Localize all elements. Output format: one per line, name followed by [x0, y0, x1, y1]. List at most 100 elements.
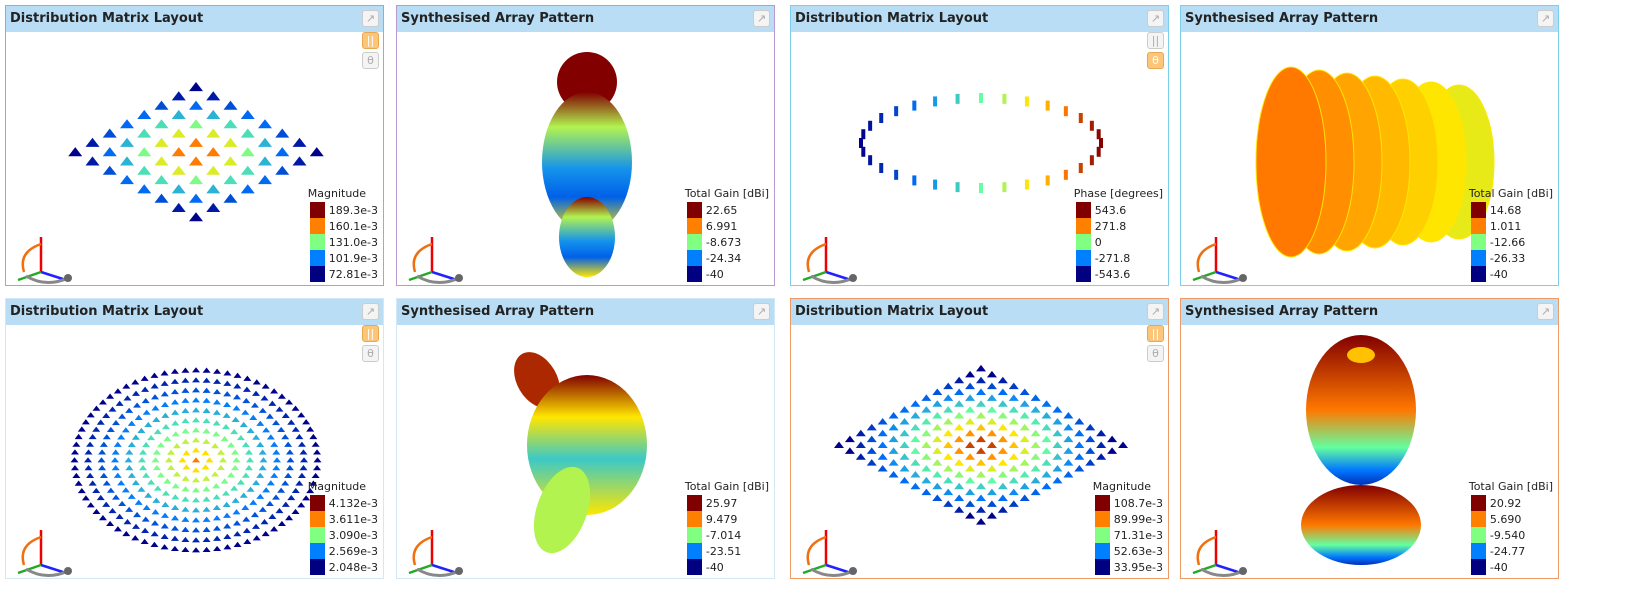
3d-viewport[interactable]: [397, 32, 775, 286]
radiation-pattern-3d[interactable]: [542, 52, 632, 277]
array-element: [1052, 429, 1063, 437]
legend-swatch: [309, 495, 325, 511]
array-element: [118, 500, 127, 507]
array-element: [954, 447, 965, 454]
legend-swatch: [309, 266, 325, 282]
array-element: [277, 520, 286, 527]
array-element: [933, 179, 938, 190]
array-element: [192, 467, 200, 473]
legend-title: Magnitude: [1092, 480, 1152, 493]
color-legend: Magnitude 189.3e-3 160.1e-3 131.0e-3 101.9e-…: [308, 187, 378, 282]
popout-button[interactable]: ↗: [362, 10, 379, 27]
array-element: [272, 419, 281, 426]
array-element: [211, 443, 220, 449]
phase-mode-button[interactable]: θ: [1147, 52, 1164, 69]
array-element: [202, 546, 211, 553]
popout-button[interactable]: ↗: [1147, 303, 1164, 320]
popout-button[interactable]: ↗: [362, 303, 379, 320]
array-element: [202, 475, 211, 481]
array-element: [192, 477, 200, 483]
array-element: [250, 402, 259, 408]
array-element: [910, 435, 921, 443]
popout-button[interactable]: ↗: [1147, 10, 1164, 27]
array-element: [965, 382, 976, 390]
array-element: [894, 169, 899, 180]
array-element: [910, 447, 921, 454]
array-element: [986, 382, 997, 390]
array-element: [265, 413, 274, 419]
array-element: [223, 175, 238, 185]
array-element: [161, 501, 170, 507]
legend-value: 3.090e-3: [328, 528, 378, 542]
legend-swatch: [309, 511, 325, 527]
array-element: [281, 501, 290, 507]
3d-viewport[interactable]: [1181, 325, 1559, 579]
array-element: [888, 470, 899, 478]
array-element: [866, 447, 877, 454]
array-element: [1008, 500, 1019, 507]
popout-button[interactable]: ↗: [753, 303, 770, 320]
array-element: [997, 435, 1008, 443]
array-element: [1052, 476, 1063, 484]
legend-value: 0: [1094, 235, 1102, 249]
array-element: [266, 434, 275, 440]
array-element: [879, 163, 884, 174]
array-element: [943, 465, 954, 472]
array-element: [242, 527, 251, 533]
array-element: [88, 433, 97, 440]
radiation-pattern-3d[interactable]: [1301, 335, 1421, 565]
array-element: [74, 433, 83, 440]
array-element: [213, 535, 222, 541]
popout-button[interactable]: ↗: [1537, 303, 1554, 320]
legend-entry: 189.3e-3: [308, 202, 378, 218]
panel-header: Synthesised Array Pattern: [397, 6, 774, 32]
array-element: [239, 421, 248, 428]
radiation-pattern-3d[interactable]: [1255, 66, 1495, 258]
array-element: [1063, 423, 1074, 431]
array-element: [160, 523, 169, 529]
legend-entry: 2.048e-3: [308, 559, 378, 575]
color-legend: Total Gain [dBi] 14.68 1.011 -12.66 -26.33 -4…: [1469, 187, 1553, 282]
array-element: [976, 518, 986, 525]
array-element: [156, 442, 165, 448]
3d-viewport[interactable]: [397, 325, 775, 579]
array-element: [171, 431, 180, 437]
array-element: [954, 376, 965, 384]
array-element: [223, 544, 232, 550]
array-element: [285, 399, 294, 405]
magnitude-mode-button[interactable]: ||: [362, 325, 379, 342]
array-element: [192, 547, 200, 553]
legend-title: Phase [degrees]: [1073, 187, 1163, 200]
array-element: [141, 386, 150, 392]
array-element: [122, 530, 131, 537]
array-element: [120, 137, 134, 147]
array-element: [1041, 459, 1052, 466]
array-element: [111, 465, 120, 471]
popout-button[interactable]: ↗: [753, 10, 770, 27]
3d-viewport[interactable]: [791, 325, 1169, 579]
magnitude-mode-button[interactable]: ||: [362, 32, 379, 49]
array-element: [140, 538, 149, 544]
magnitude-mode-button[interactable]: ||: [1147, 325, 1164, 342]
magnitude-mode-button[interactable]: ||: [1147, 32, 1164, 49]
3d-viewport[interactable]: [791, 32, 1169, 286]
phase-mode-button[interactable]: θ: [362, 345, 379, 362]
phase-mode-button[interactable]: θ: [1147, 345, 1164, 362]
array-element: [965, 453, 976, 460]
array-element: [932, 412, 943, 419]
array-element: [86, 441, 95, 447]
3d-viewport[interactable]: [1181, 32, 1559, 286]
legend-swatch: [1094, 543, 1110, 559]
array-element: [125, 506, 134, 512]
array-element: [244, 449, 253, 455]
array-element: [167, 464, 176, 471]
phase-mode-button[interactable]: θ: [362, 52, 379, 69]
array-element: [142, 409, 151, 415]
array-element: [223, 156, 238, 166]
array-element: [997, 482, 1008, 490]
array-element: [910, 482, 921, 490]
3d-viewport[interactable]: [6, 32, 384, 286]
popout-button[interactable]: ↗: [1537, 10, 1554, 27]
3d-viewport[interactable]: [6, 325, 384, 579]
radiation-pattern-3d[interactable]: [505, 344, 647, 561]
